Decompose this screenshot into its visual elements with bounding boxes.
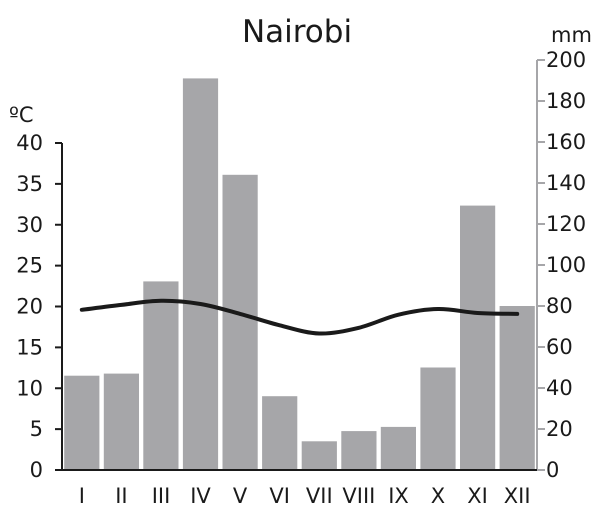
left-tick-label-20: 20 [16, 295, 43, 319]
precip-bar-V [222, 174, 258, 471]
left-axis-unit: ºC [9, 103, 34, 127]
x-tick-label-I: I [79, 484, 85, 508]
precip-bar-VI [262, 396, 298, 470]
left-tick-label-0: 0 [30, 458, 43, 482]
left-tick-label-25: 25 [16, 254, 43, 278]
precip-bar-X [420, 367, 456, 470]
x-tick-label-X: X [431, 484, 445, 508]
left-tick-label-10: 10 [16, 376, 43, 400]
x-tick-label-III: III [152, 484, 171, 508]
right-tick-label-120: 120 [546, 212, 586, 236]
x-tick-label-VIII: VIII [342, 484, 375, 508]
right-axis-unit: mm [551, 23, 592, 47]
left-tick-label-30: 30 [16, 213, 43, 237]
precip-bar-IV [182, 78, 219, 471]
precip-bar-XII [499, 306, 535, 470]
left-tick-label-15: 15 [16, 335, 43, 359]
right-tick-label-100: 100 [546, 253, 586, 277]
precip-bar-III [143, 281, 179, 470]
precip-bar-VII [301, 441, 337, 470]
line-layer [79, 298, 520, 336]
right-tick-label-60: 60 [546, 335, 573, 359]
left-tick-label-35: 35 [16, 172, 43, 196]
chart-title: Nairobi [242, 14, 352, 50]
axes-layer: 0 5 10 15 20 25 30 35 40 0 20 40 60 80 100 120 140 160 180… [16, 48, 586, 508]
precip-bar-IX [380, 426, 416, 470]
right-tick-label-40: 40 [546, 376, 573, 400]
precip-bar-VIII [341, 431, 377, 470]
left-tick-label-40: 40 [16, 131, 43, 155]
bars-layer [64, 78, 535, 471]
right-tick-label-0: 0 [546, 458, 559, 482]
left-tick-label-5: 5 [30, 417, 43, 441]
x-tick-label-XI: XI [467, 484, 488, 508]
precip-bar-XI [460, 205, 496, 470]
right-tick-label-20: 20 [546, 417, 573, 441]
right-tick-label-80: 80 [546, 294, 573, 318]
precip-bar-I [64, 375, 100, 470]
x-tick-label-VI: VI [269, 484, 290, 508]
right-tick-label-200: 200 [546, 48, 586, 72]
temperature-line [79, 298, 520, 336]
x-tick-label-IV: IV [190, 484, 211, 508]
x-tick-label-II: II [115, 484, 127, 508]
x-tick-label-VII: VII [306, 484, 333, 508]
right-tick-label-180: 180 [546, 89, 586, 113]
precip-bar-II [103, 373, 139, 470]
x-tick-label-XII: XII [504, 484, 531, 508]
x-tick-label-V: V [233, 484, 248, 508]
right-tick-label-160: 160 [546, 130, 586, 154]
x-tick-label-IX: IX [388, 484, 409, 508]
right-tick-label-140: 140 [546, 171, 586, 195]
